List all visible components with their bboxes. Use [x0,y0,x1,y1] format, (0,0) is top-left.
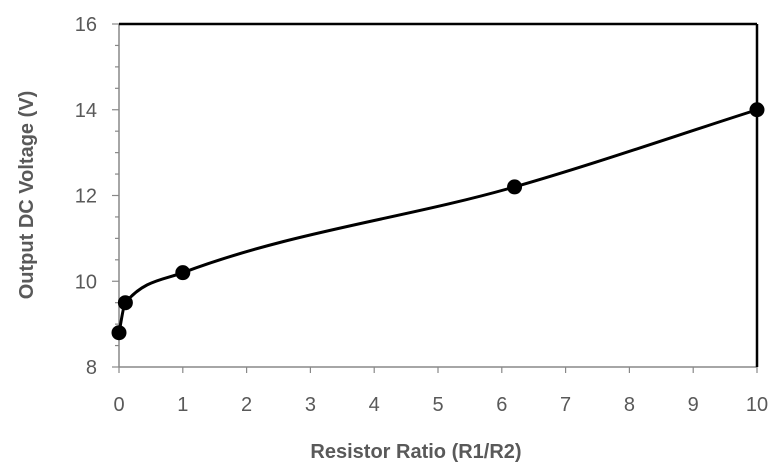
y-tick-label: 16 [75,14,97,36]
y-tick-label: 10 [75,271,97,293]
x-axis-title: Resistor Ratio (R1/R2) [310,441,521,463]
data-point [507,179,523,195]
data-point [111,325,127,341]
x-tick-label: 4 [369,394,380,416]
series-layer [117,108,758,334]
x-tick-label: 9 [688,394,699,416]
x-axis-ticks: 0 1 2 3 4 5 6 7 8 9 10 [113,367,768,416]
y-axis-ticks: 8 10 12 14 16 [75,14,119,379]
x-tick-label: 2 [241,394,252,416]
marker-layer [111,102,765,341]
x-tick-label: 3 [305,394,316,416]
x-tick-label: 10 [746,394,768,416]
x-tick-label: 0 [113,394,124,416]
plot-frame [118,22,759,368]
x-tick-label: 7 [560,394,571,416]
x-tick-label: 6 [496,394,507,416]
x-tick-label: 1 [177,394,188,416]
x-tick-label: 5 [432,394,443,416]
y-tick-label: 12 [75,186,97,208]
y-tick-label: 8 [86,357,97,379]
y-tick-label: 14 [75,100,97,122]
data-point [749,102,765,118]
y-axis-title: Output DC Voltage (V) [16,91,38,300]
data-point [175,265,191,281]
series-line [117,108,758,334]
data-point [117,295,133,311]
x-tick-label: 8 [624,394,635,416]
